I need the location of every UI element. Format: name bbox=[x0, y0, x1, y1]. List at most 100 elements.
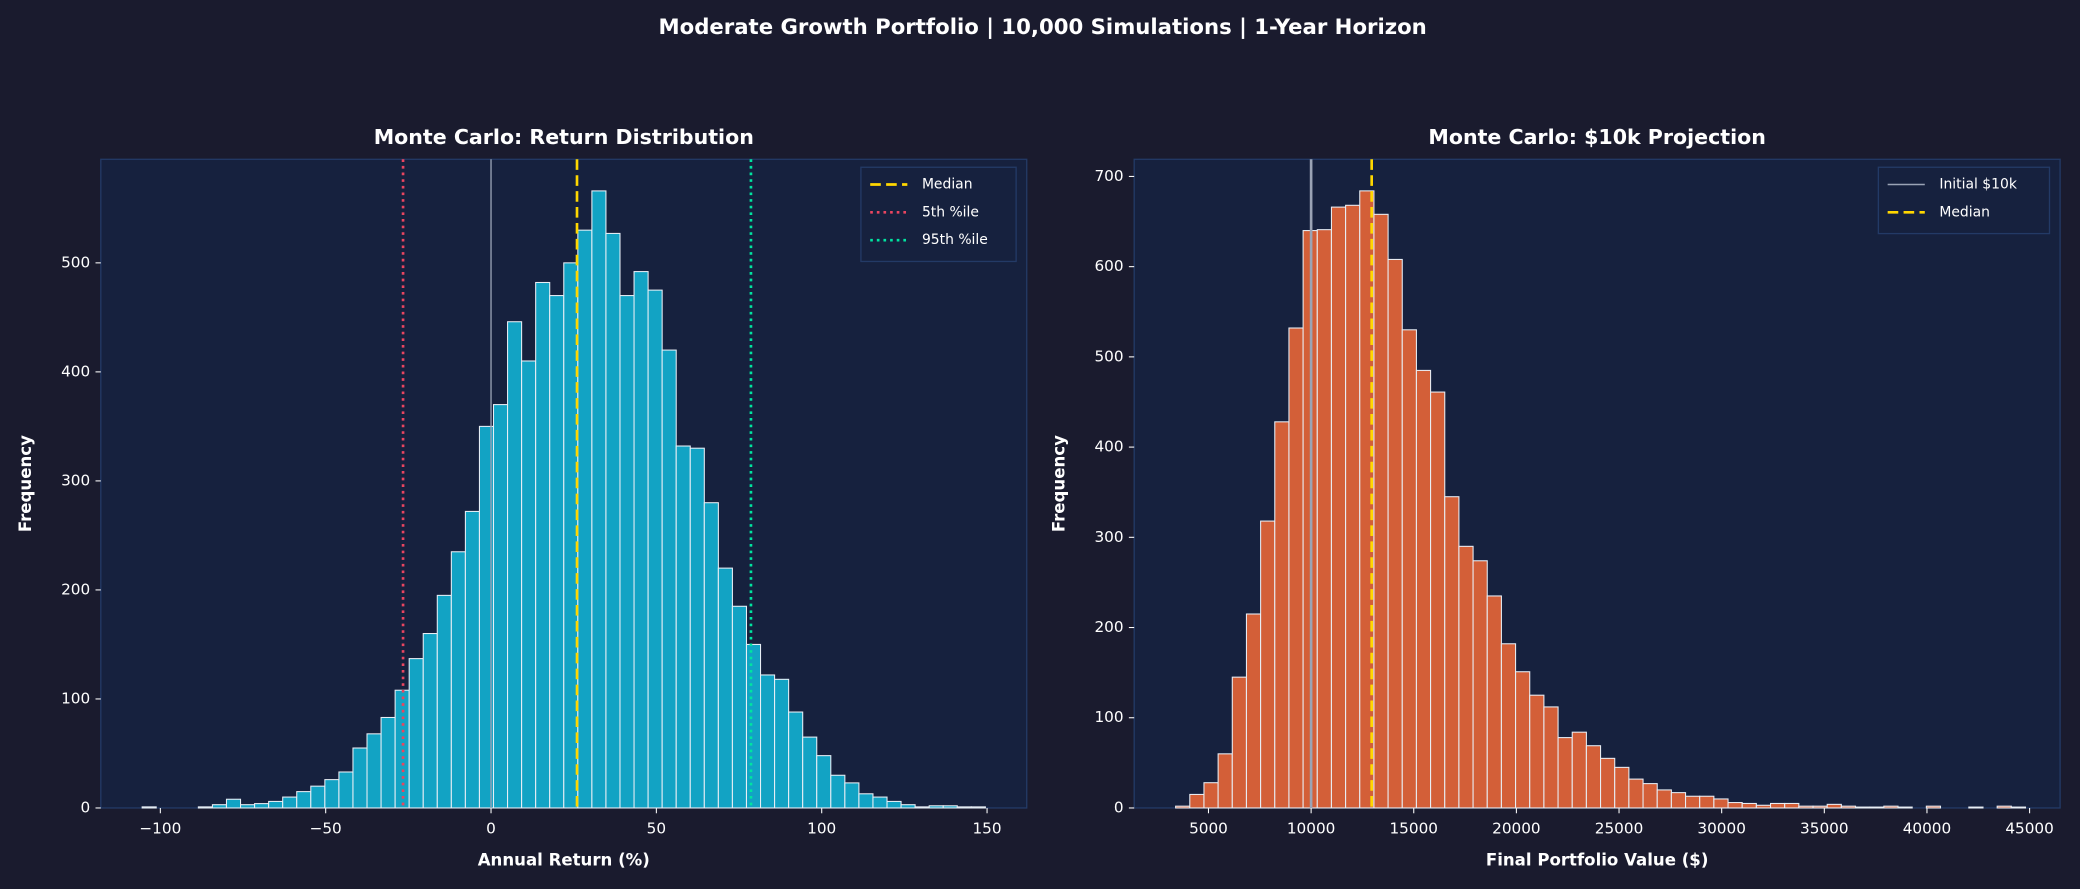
histogram-bar bbox=[1628, 778, 1644, 809]
subplot-title: Monte Carlo: Return Distribution bbox=[374, 125, 754, 149]
y-tick-label: 100 bbox=[1094, 708, 1123, 726]
histogram-bar bbox=[774, 678, 790, 809]
histogram-bar bbox=[1642, 783, 1658, 809]
histogram-bar bbox=[591, 190, 607, 809]
histogram-bar bbox=[1826, 803, 1842, 809]
histogram-bar bbox=[450, 551, 466, 809]
y-tick-label: 500 bbox=[1094, 347, 1123, 365]
histogram-bar bbox=[1741, 802, 1757, 809]
histogram-bar bbox=[886, 800, 902, 809]
x-tick-label: 0 bbox=[486, 820, 496, 838]
histogram-bar bbox=[2010, 806, 2027, 809]
histogram-bar bbox=[1755, 804, 1772, 809]
y-axis-label: Frequency bbox=[16, 435, 35, 532]
histogram-bar bbox=[970, 806, 986, 809]
histogram-bar bbox=[1472, 560, 1488, 809]
histogram-bar bbox=[858, 793, 874, 809]
histogram-bar bbox=[928, 805, 944, 809]
histogram-bar bbox=[872, 796, 888, 809]
histogram-bar bbox=[1854, 806, 1871, 809]
figure-title: Moderate Growth Portfolio | 10,000 Simul… bbox=[659, 15, 1427, 40]
histogram-bar bbox=[1869, 806, 1885, 809]
histogram-bar bbox=[1571, 731, 1587, 809]
y-tick-label: 200 bbox=[61, 580, 90, 598]
histogram-bar bbox=[521, 360, 537, 809]
histogram-bar bbox=[675, 445, 691, 809]
histogram-bar bbox=[717, 567, 733, 809]
histogram-bar bbox=[1656, 789, 1672, 809]
histogram-bar bbox=[1515, 671, 1531, 809]
histogram-bar bbox=[1203, 782, 1219, 809]
histogram-bar bbox=[816, 755, 832, 809]
histogram-bar bbox=[352, 747, 368, 809]
histogram-bar bbox=[1444, 496, 1460, 809]
histogram-bar bbox=[1245, 613, 1262, 809]
histogram-bar bbox=[1557, 737, 1573, 809]
histogram-bar bbox=[1600, 757, 1616, 809]
histogram-bar bbox=[1189, 793, 1205, 809]
x-tick-label: 15000 bbox=[1389, 820, 1438, 838]
y-tick-label: 0 bbox=[1114, 798, 1124, 816]
histogram-bar bbox=[1458, 545, 1474, 809]
histogram-bar bbox=[633, 271, 649, 809]
y-tick-label: 300 bbox=[61, 471, 90, 489]
histogram-bar bbox=[338, 771, 354, 809]
y-tick-label: 700 bbox=[1094, 167, 1123, 185]
legend-box bbox=[1877, 166, 2051, 235]
x-tick-label: 20000 bbox=[1492, 820, 1541, 838]
histogram-bar bbox=[1345, 204, 1361, 809]
histogram-bar bbox=[788, 711, 804, 809]
histogram-bar bbox=[830, 774, 846, 809]
histogram-bar bbox=[605, 232, 621, 809]
y-tick-label: 300 bbox=[1094, 528, 1123, 546]
histogram-bar bbox=[380, 716, 396, 809]
subplot-title: Monte Carlo: $10k Projection bbox=[1428, 125, 1766, 149]
histogram-bar bbox=[282, 796, 298, 809]
histogram-bar bbox=[689, 447, 705, 809]
histogram-bar bbox=[1996, 805, 2012, 809]
histogram-bar bbox=[1175, 805, 1191, 809]
histogram-bar bbox=[1883, 805, 1899, 809]
histogram-bar bbox=[900, 804, 916, 809]
histogram-bar bbox=[1217, 753, 1233, 809]
histogram-bar bbox=[619, 295, 635, 809]
histogram-bar bbox=[1543, 706, 1559, 809]
histogram-bar bbox=[422, 633, 438, 809]
histogram-bar bbox=[296, 791, 312, 809]
histogram-bar bbox=[1260, 520, 1276, 809]
x-tick-label: 40000 bbox=[1903, 820, 1952, 838]
histogram-bar bbox=[268, 800, 284, 809]
histogram-bar bbox=[1968, 806, 1984, 809]
histogram-bar bbox=[914, 806, 930, 809]
histogram-bar bbox=[507, 321, 523, 809]
y-tick-label: 600 bbox=[1094, 257, 1123, 275]
histogram-bar bbox=[1713, 798, 1729, 809]
x-axis-label: Annual Return (%) bbox=[478, 851, 650, 870]
y-tick-label: 0 bbox=[81, 798, 91, 816]
histogram-bar bbox=[577, 229, 593, 809]
histogram-bar bbox=[254, 803, 270, 809]
y-tick-label: 400 bbox=[61, 362, 90, 380]
y-tick-label: 500 bbox=[61, 253, 90, 271]
histogram-bar bbox=[1840, 805, 1857, 809]
histogram-bar bbox=[661, 349, 677, 809]
x-tick-label: −100 bbox=[139, 820, 181, 838]
y-tick-label: 400 bbox=[1094, 438, 1123, 456]
histogram-bar bbox=[1401, 329, 1417, 809]
legend-label: 5th %ile bbox=[922, 204, 979, 220]
x-tick-label: −50 bbox=[310, 820, 342, 838]
histogram-bar bbox=[225, 798, 242, 809]
histogram-bar bbox=[1529, 694, 1545, 809]
histogram-bar bbox=[1486, 595, 1502, 809]
histogram-bar bbox=[366, 733, 382, 809]
histogram-bar bbox=[197, 806, 213, 809]
x-tick-label: 150 bbox=[972, 820, 1001, 838]
histogram-bar bbox=[141, 806, 157, 809]
histogram-bar bbox=[1415, 369, 1432, 809]
y-tick-label: 100 bbox=[61, 689, 90, 707]
x-tick-label: 35000 bbox=[1800, 820, 1849, 838]
histogram-bar bbox=[802, 736, 818, 809]
histogram-bar bbox=[956, 806, 972, 809]
